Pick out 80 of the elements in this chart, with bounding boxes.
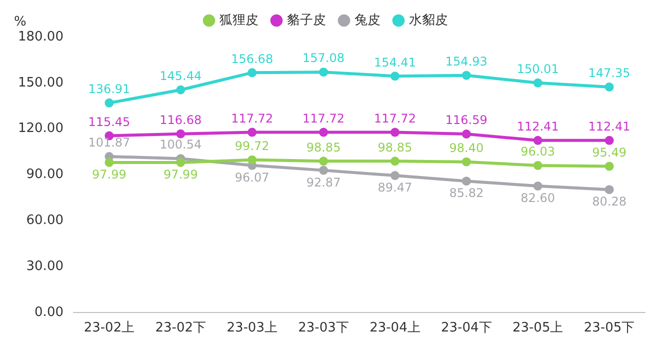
point [390, 72, 400, 81]
data-label: 117.72 [231, 111, 274, 126]
y-tick-label: 90.00 [26, 167, 64, 182]
point [390, 171, 400, 180]
data-label: 116.59 [445, 113, 488, 128]
data-label: 97.99 [163, 168, 198, 182]
point [319, 128, 328, 137]
point [462, 157, 471, 166]
data-label: 116.68 [160, 113, 202, 128]
point [533, 182, 542, 191]
legend-label: 貉子皮 [287, 12, 326, 28]
data-label: 101.87 [88, 136, 130, 150]
data-label: 98.85 [306, 140, 341, 154]
data-label: 96.07 [234, 170, 270, 185]
point [319, 156, 328, 166]
point [176, 129, 186, 138]
x-tick-label: 23-02上 [84, 320, 135, 336]
y-tick-label: 30.00 [26, 258, 64, 274]
point [533, 136, 542, 145]
data-label: 112.41 [516, 120, 559, 134]
data-label: 98.85 [378, 140, 412, 154]
data-label: 156.68 [231, 52, 274, 66]
y-axis-title: % [14, 14, 26, 30]
point [176, 158, 186, 167]
point [604, 162, 614, 171]
point [604, 136, 614, 145]
x-tick-label: 23-03下 [298, 320, 349, 336]
data-label: 115.45 [88, 114, 130, 129]
point [248, 68, 257, 78]
point [462, 70, 471, 80]
data-label: 97.99 [92, 168, 126, 182]
point [604, 185, 614, 194]
data-label: 150.01 [516, 62, 559, 76]
point [248, 155, 257, 164]
data-label: 96.03 [520, 144, 556, 159]
y-tick-label: 180.00 [18, 29, 64, 44]
legend-label: 狐狸皮 [220, 12, 258, 28]
legend-label: 兔皮 [354, 12, 380, 28]
y-tick-label: 60.00 [26, 212, 64, 228]
x-tick-label: 23-03上 [226, 320, 278, 336]
point [604, 82, 614, 92]
data-label: 117.72 [374, 111, 416, 126]
x-tick-label: 23-02下 [155, 320, 206, 336]
point [533, 78, 542, 88]
data-label: 85.82 [449, 186, 484, 200]
x-tick-label: 23-04下 [441, 320, 492, 336]
data-label: 95.49 [592, 145, 626, 160]
data-label: 89.47 [378, 180, 412, 195]
data-label: 98.40 [449, 140, 484, 155]
point [462, 130, 471, 139]
y-tick-label: 120.00 [18, 121, 64, 136]
data-label: 147.35 [588, 66, 630, 80]
x-tick-label: 23-05下 [584, 320, 635, 336]
point [533, 160, 542, 170]
data-label: 112.41 [588, 120, 630, 134]
data-label: 99.72 [234, 138, 270, 153]
data-label: 92.87 [306, 175, 341, 190]
y-tick-label: 150.00 [18, 75, 64, 90]
data-label: 157.08 [302, 51, 345, 66]
data-label: 154.93 [445, 54, 488, 68]
point [248, 128, 257, 137]
data-label: 82.60 [520, 191, 556, 206]
point [390, 128, 400, 137]
data-label: 100.54 [160, 138, 202, 152]
x-tick-label: 23-04上 [370, 320, 420, 336]
point [104, 98, 114, 108]
point [319, 68, 328, 77]
point [462, 176, 471, 186]
data-label: 145.44 [160, 69, 202, 83]
x-tick-label: 23-05上 [512, 320, 564, 336]
legend-label: 水貂皮 [409, 12, 448, 28]
data-label: 117.72 [302, 111, 345, 126]
point [319, 166, 328, 175]
y-tick-label: 0.00 [34, 304, 64, 320]
point [104, 158, 114, 167]
point [176, 85, 186, 94]
point [390, 156, 400, 166]
data-label: 154.41 [374, 55, 416, 70]
data-label: 136.91 [88, 82, 130, 96]
data-label: 80.28 [592, 194, 626, 209]
